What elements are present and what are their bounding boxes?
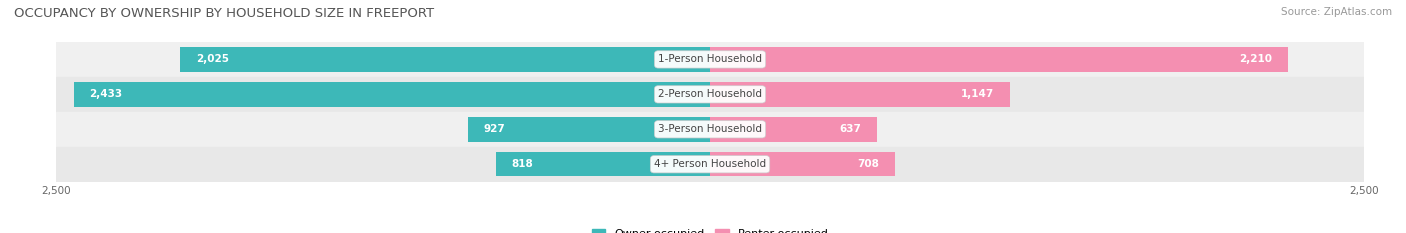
Bar: [710, 152, 896, 177]
Text: OCCUPANCY BY OWNERSHIP BY HOUSEHOLD SIZE IN FREEPORT: OCCUPANCY BY OWNERSHIP BY HOUSEHOLD SIZE…: [14, 7, 434, 20]
Text: 2-Person Household: 2-Person Household: [658, 89, 762, 99]
Bar: [56, 147, 1364, 182]
Legend: Owner-occupied, Renter-occupied: Owner-occupied, Renter-occupied: [592, 229, 828, 233]
Bar: [73, 82, 710, 107]
Text: 708: 708: [858, 159, 880, 169]
Text: 4+ Person Household: 4+ Person Household: [654, 159, 766, 169]
Text: 2,025: 2,025: [197, 55, 229, 64]
Text: 818: 818: [512, 159, 533, 169]
Text: 2,433: 2,433: [90, 89, 122, 99]
Bar: [56, 42, 1364, 77]
Bar: [56, 112, 1364, 147]
Text: 637: 637: [839, 124, 860, 134]
Bar: [496, 152, 710, 177]
Text: 1-Person Household: 1-Person Household: [658, 55, 762, 64]
Text: Source: ZipAtlas.com: Source: ZipAtlas.com: [1281, 7, 1392, 17]
Bar: [710, 117, 876, 141]
Text: 1,147: 1,147: [962, 89, 994, 99]
Text: 927: 927: [484, 124, 505, 134]
Bar: [56, 77, 1364, 112]
Bar: [710, 47, 1288, 72]
Bar: [180, 47, 710, 72]
Bar: [710, 82, 1010, 107]
Text: 3-Person Household: 3-Person Household: [658, 124, 762, 134]
Bar: [468, 117, 710, 141]
Text: 2,210: 2,210: [1239, 55, 1272, 64]
